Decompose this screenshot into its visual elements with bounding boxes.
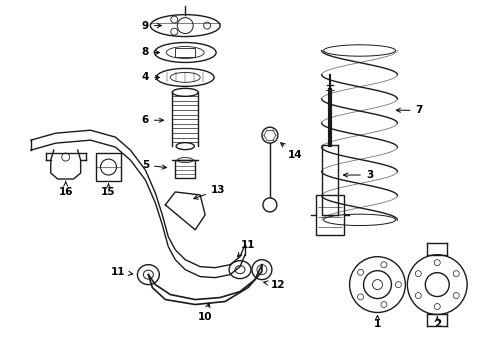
Text: 11: 11 bbox=[111, 267, 133, 276]
Bar bbox=[175, 160, 195, 178]
Text: 2: 2 bbox=[434, 317, 441, 329]
Text: 8: 8 bbox=[142, 48, 159, 58]
Text: 9: 9 bbox=[142, 21, 161, 31]
Text: 4: 4 bbox=[142, 72, 159, 82]
Text: 12: 12 bbox=[264, 280, 285, 289]
Text: 11: 11 bbox=[238, 240, 255, 257]
Text: 3: 3 bbox=[343, 170, 373, 180]
Bar bbox=[96, 153, 122, 181]
Text: 13: 13 bbox=[194, 185, 225, 199]
Text: 14: 14 bbox=[281, 143, 302, 160]
Text: 5: 5 bbox=[142, 160, 167, 170]
Text: 15: 15 bbox=[101, 184, 116, 197]
Text: 10: 10 bbox=[198, 303, 212, 323]
Bar bbox=[316, 195, 343, 235]
Text: 1: 1 bbox=[374, 316, 381, 329]
Bar bbox=[175, 48, 195, 58]
Text: 6: 6 bbox=[142, 115, 164, 125]
Text: 7: 7 bbox=[396, 105, 423, 115]
Text: 16: 16 bbox=[58, 181, 73, 197]
